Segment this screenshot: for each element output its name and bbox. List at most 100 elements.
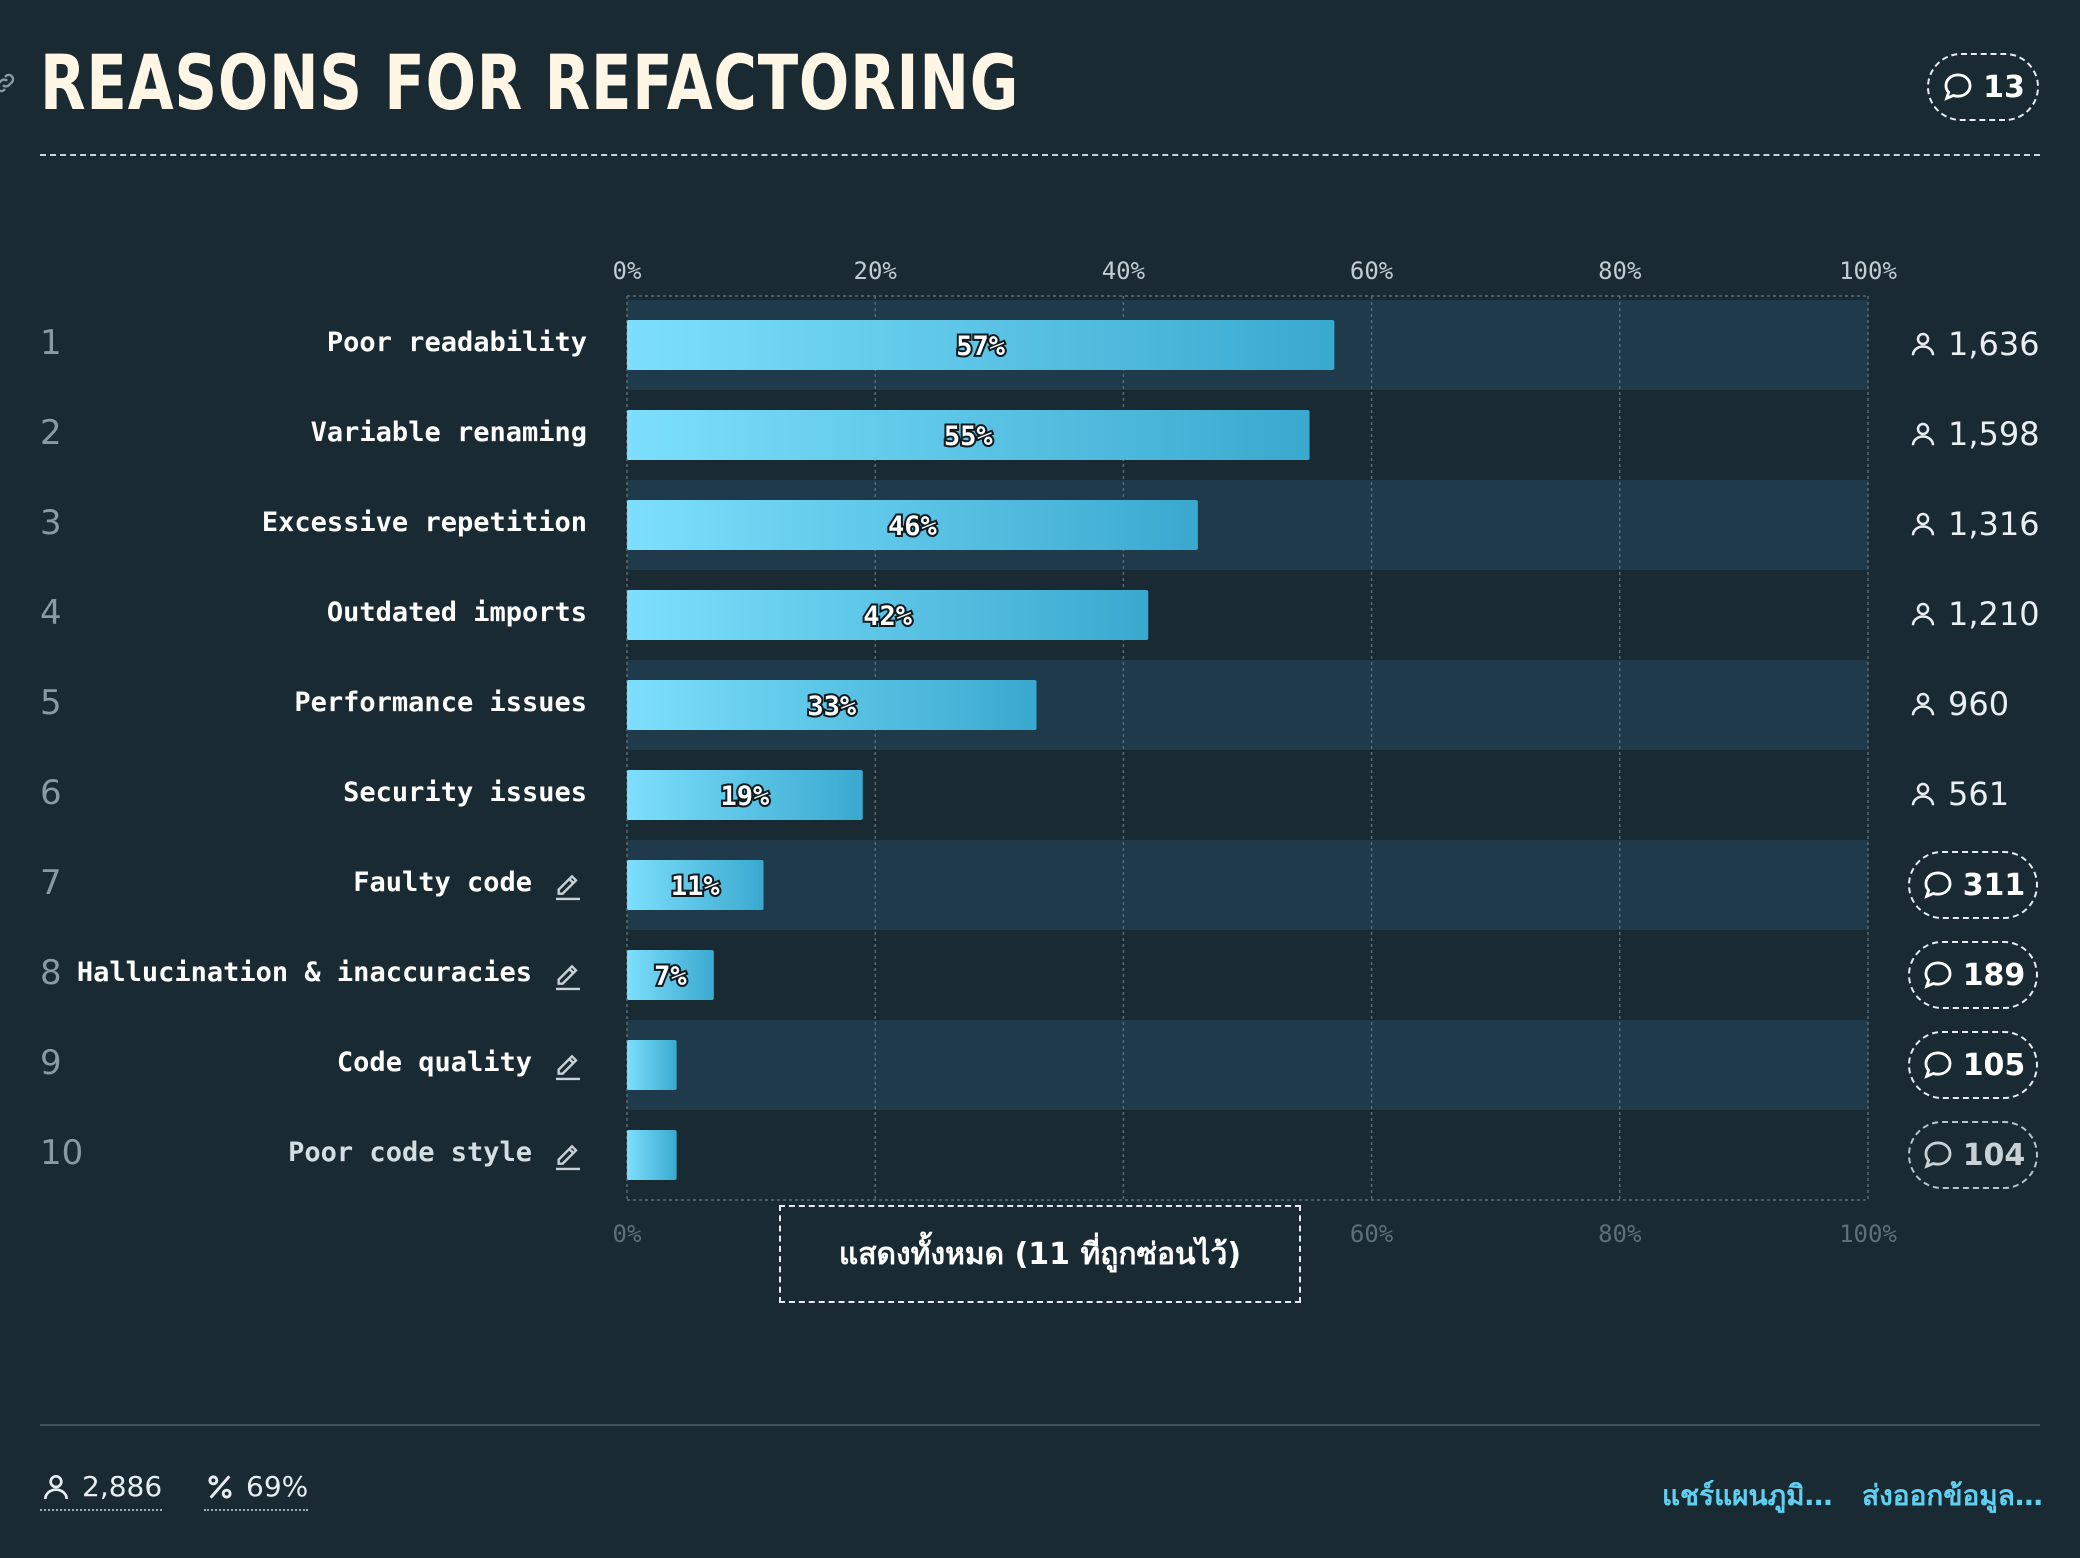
bar: [627, 410, 1310, 460]
bar-category-label: Excessive repetition: [261, 507, 587, 538]
respondent-count-value: 1,636: [1948, 325, 2040, 363]
edit-icon[interactable]: [552, 957, 584, 991]
respondent-count: 561: [1908, 775, 2009, 813]
header-comments-button[interactable]: 13: [1927, 53, 2039, 121]
row-rank: 5: [40, 683, 62, 723]
person-icon: [1911, 692, 1935, 716]
x-tick-label-bottom: 60%: [1350, 1220, 1394, 1248]
row-rank: 3: [40, 503, 62, 543]
comment-count: 104: [1962, 1137, 2026, 1173]
comments-button[interactable]: 104: [1908, 1121, 2038, 1189]
respondent-count-value: 1,210: [1948, 595, 2040, 633]
x-tick-label-bottom: 80%: [1598, 1220, 1642, 1248]
respondent-count: 1,636: [1908, 325, 2040, 363]
bar: [627, 680, 1037, 730]
row-rank: 8: [40, 953, 62, 993]
row-band: [627, 1020, 1868, 1110]
respondent-count-value: 1,598: [1948, 415, 2040, 453]
bar-value-label: 57%: [956, 331, 1006, 362]
bar-value-label: 42%: [863, 601, 913, 632]
bar-value-label: 33%: [807, 691, 857, 722]
bar: [627, 1130, 677, 1180]
comment-count: 105: [1962, 1047, 2026, 1083]
bar-category-label: Performance issues: [294, 687, 587, 718]
percent-stat[interactable]: 69%: [204, 1470, 309, 1511]
comment-icon: [1944, 73, 1972, 101]
respondent-count-value: 561: [1948, 775, 2010, 813]
row-band: [627, 840, 1868, 930]
bar: [627, 770, 863, 820]
edit-icon[interactable]: [552, 1137, 584, 1171]
respondent-count: 1,210: [1908, 595, 2040, 633]
bar-category-label: Poor code style: [288, 1137, 532, 1168]
bar-category-label: Variable renaming: [310, 417, 587, 448]
share-chart-link[interactable]: แชร์แผนภูมิ…: [1662, 1479, 1833, 1512]
row-rank: 2: [40, 413, 62, 453]
percent-value: 69%: [246, 1470, 309, 1503]
export-data-link[interactable]: ส่งออกข้อมูล…: [1862, 1479, 2043, 1512]
respondent-count: 1,316: [1908, 505, 2040, 543]
row-rank: 9: [40, 1043, 62, 1083]
comment-count: 311: [1962, 867, 2026, 903]
bar-value-label: 11%: [671, 871, 721, 902]
row-rank: 1: [40, 323, 62, 363]
link-icon[interactable]: [0, 70, 18, 96]
respondent-count: 960: [1908, 685, 2009, 723]
person-icon: [44, 1474, 68, 1499]
x-tick-label-top: 0%: [613, 257, 642, 285]
row-rank: 6: [40, 773, 62, 813]
comment-icon: [1924, 1141, 1952, 1169]
bar: [627, 950, 714, 1000]
person-icon: [1911, 782, 1935, 806]
respondent-count: 1,598: [1908, 415, 2040, 453]
bar: [627, 590, 1149, 640]
person-icon: [1911, 332, 1935, 356]
bar: [627, 860, 764, 910]
footer-divider: [40, 1424, 2040, 1426]
respondent-count-value: 960: [1948, 685, 2010, 723]
bar-value-label: 7%: [654, 961, 687, 992]
bar-category-label: Outdated imports: [326, 597, 587, 628]
comments-button[interactable]: 189: [1908, 941, 2038, 1009]
bar-category-label: Poor readability: [326, 327, 587, 358]
bar-value-label: 46%: [888, 511, 938, 542]
comment-icon: [1924, 871, 1952, 899]
x-tick-label-bottom: 100%: [1839, 1220, 1897, 1248]
show-all-button[interactable]: แสดงทั้งหมด (11 ที่ถูกซ่อนไว้): [779, 1205, 1301, 1303]
person-icon: [1911, 512, 1935, 536]
person-icon: [1911, 422, 1935, 446]
bar-value-label: 19%: [721, 781, 771, 812]
edit-icon[interactable]: [552, 867, 584, 901]
row-rank: 4: [40, 593, 62, 633]
x-tick-label-top: 60%: [1350, 257, 1394, 285]
bar: [627, 1040, 677, 1090]
page-title: REASONS FOR REFACTORING: [40, 38, 1020, 127]
percent-icon: [208, 1474, 232, 1499]
person-icon: [1911, 602, 1935, 626]
respondent-count-value: 1,316: [1948, 505, 2040, 543]
bar-category-label: Security issues: [343, 777, 587, 808]
total-respondents-stat[interactable]: 2,886: [40, 1470, 163, 1511]
x-tick-label-top: 40%: [1102, 257, 1146, 285]
comments-button[interactable]: 105: [1908, 1031, 2038, 1099]
bar-category-label: Code quality: [336, 1047, 532, 1078]
comment-icon: [1924, 961, 1952, 989]
comment-count: 189: [1962, 957, 2026, 993]
header-comment-count: 13: [1983, 69, 2025, 105]
bar-category-label: Hallucination & inaccuracies: [76, 957, 532, 988]
x-tick-label-bottom: 0%: [613, 1220, 642, 1248]
row-rank: 7: [40, 863, 62, 903]
x-tick-label-top: 80%: [1598, 257, 1642, 285]
bar-category-label: Faulty code: [353, 867, 532, 898]
bar: [627, 500, 1198, 550]
x-tick-label-top: 20%: [854, 257, 898, 285]
total-respondents: 2,886: [82, 1470, 163, 1503]
comments-button[interactable]: 311: [1908, 851, 2038, 919]
header-divider: [40, 154, 2040, 156]
x-tick-label-top: 100%: [1839, 257, 1897, 285]
bar: [627, 320, 1335, 370]
comment-icon: [1924, 1051, 1952, 1079]
bar-value-label: 55%: [944, 421, 994, 452]
edit-icon[interactable]: [552, 1047, 584, 1081]
